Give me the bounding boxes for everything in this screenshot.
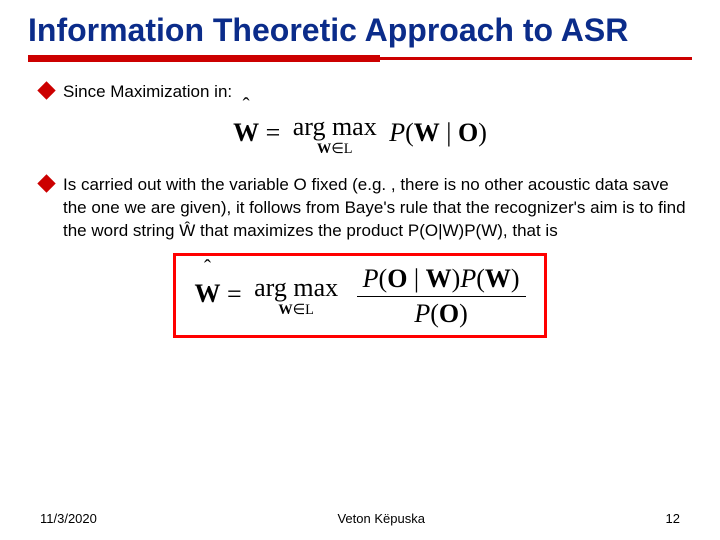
- title-underline: [28, 55, 692, 63]
- bullet-text: Since Maximization in:: [63, 81, 692, 104]
- page-title: Information Theoretic Approach to ASR: [28, 12, 692, 49]
- rule-thick: [28, 55, 380, 62]
- equation-argmax-posterior: ˆW = arg maxW∈L P(W | O): [28, 114, 692, 156]
- diamond-bullet-icon: [40, 84, 53, 97]
- footer-date: 11/3/2020: [40, 511, 97, 526]
- list-item: Since Maximization in:: [40, 81, 692, 104]
- list-item: Is carried out with the variable O fixed…: [40, 174, 692, 243]
- rule-thin: [380, 57, 692, 60]
- equation-bayes-boxed: ˆW = arg maxW∈L P(O | W)P(W)P(O): [28, 253, 692, 338]
- bullet-text: Is carried out with the variable O fixed…: [63, 174, 692, 243]
- slide-body: Since Maximization in: ˆW = arg maxW∈L P…: [28, 81, 692, 338]
- footer-author: Veton Këpuska: [337, 511, 424, 526]
- footer-page-number: 12: [666, 511, 680, 526]
- diamond-bullet-icon: [40, 177, 53, 190]
- slide-footer: 11/3/2020 Veton Këpuska 12: [0, 511, 720, 526]
